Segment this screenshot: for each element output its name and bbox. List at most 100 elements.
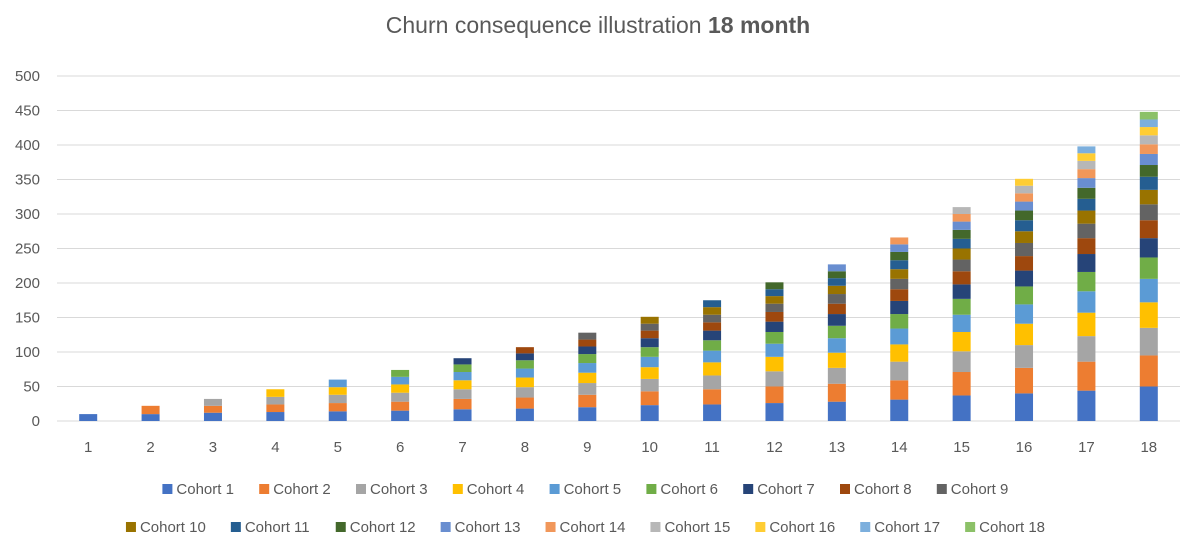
legend-swatch-cohort-7 bbox=[743, 484, 754, 494]
y-tick-label-50: 50 bbox=[23, 379, 40, 396]
bar-segment-18-cohort-9 bbox=[1139, 204, 1158, 221]
bar-segment-18-cohort-6 bbox=[1139, 257, 1158, 279]
bar-segment-14-cohort-6 bbox=[890, 314, 909, 329]
y-tick-label-350: 350 bbox=[15, 172, 40, 189]
chart-title-main: Churn consequence illustration bbox=[385, 12, 702, 38]
legend-swatch-cohort-13 bbox=[440, 522, 451, 532]
bar-segment-17-cohort-16 bbox=[1077, 153, 1096, 161]
bar-segment-2-cohort-1 bbox=[141, 414, 160, 421]
y-tick-label-400: 400 bbox=[15, 137, 40, 154]
x-tick-label-17: 17 bbox=[1078, 439, 1095, 456]
y-tick-label-250: 250 bbox=[15, 241, 40, 258]
bar-segment-17-cohort-1 bbox=[1077, 390, 1096, 421]
bar-segment-15-cohort-7 bbox=[952, 284, 971, 299]
x-tick-label-7: 7 bbox=[458, 439, 466, 456]
bar-segment-16-cohort-7 bbox=[1015, 270, 1034, 287]
bar-segment-8-cohort-5 bbox=[515, 368, 534, 378]
bar-segment-14-cohort-1 bbox=[890, 399, 909, 421]
y-tick-label-500: 500 bbox=[15, 68, 40, 85]
y-tick-label-200: 200 bbox=[15, 275, 40, 292]
bar-segment-14-cohort-5 bbox=[890, 328, 909, 345]
bar-segment-8-cohort-3 bbox=[515, 387, 534, 398]
bar-segment-16-cohort-9 bbox=[1015, 242, 1034, 257]
x-tick-label-6: 6 bbox=[396, 439, 404, 456]
bar-segment-17-cohort-9 bbox=[1077, 223, 1096, 239]
legend-label-cohort-8: Cohort 8 bbox=[854, 481, 912, 498]
bar-segment-5-cohort-3 bbox=[328, 394, 347, 404]
bar-segment-13-cohort-13 bbox=[827, 264, 846, 272]
chart-title-bold: 18 month bbox=[707, 12, 811, 38]
bar-segment-17-cohort-15 bbox=[1077, 160, 1096, 170]
bar-segment-4-cohort-2 bbox=[266, 404, 285, 413]
bar-segment-18-cohort-13 bbox=[1139, 153, 1158, 166]
bar-segment-17-cohort-2 bbox=[1077, 361, 1096, 391]
legend-label-cohort-18: Cohort 18 bbox=[979, 519, 1045, 536]
x-tick-label-9: 9 bbox=[583, 439, 591, 456]
bar-segment-15-cohort-9 bbox=[952, 259, 971, 272]
bar-segment-14-cohort-3 bbox=[890, 361, 909, 381]
bar-segment-12-cohort-2 bbox=[765, 386, 784, 404]
legend-label-cohort-1: Cohort 1 bbox=[176, 481, 234, 498]
bar-segment-18-cohort-3 bbox=[1139, 327, 1158, 356]
bar-segment-17-cohort-3 bbox=[1077, 336, 1096, 362]
bar-segment-5-cohort-4 bbox=[328, 387, 347, 395]
bar-segment-15-cohort-15 bbox=[952, 207, 971, 214]
bar-segment-18-cohort-10 bbox=[1139, 189, 1158, 205]
legend-swatch-cohort-3 bbox=[356, 484, 366, 494]
bar-segment-14-cohort-13 bbox=[890, 244, 909, 252]
legend-label-cohort-13: Cohort 13 bbox=[455, 519, 521, 536]
bar-segment-17-cohort-8 bbox=[1077, 238, 1096, 255]
bar-segment-10-cohort-1 bbox=[640, 405, 659, 421]
legend-swatch-cohort-8 bbox=[840, 484, 850, 494]
bar-segment-14-cohort-2 bbox=[890, 380, 909, 400]
bar-segment-14-cohort-4 bbox=[890, 344, 909, 362]
bar-segment-11-cohort-1 bbox=[703, 404, 722, 421]
bar-segment-17-cohort-5 bbox=[1077, 291, 1096, 313]
bar-segment-15-cohort-13 bbox=[952, 221, 971, 230]
bar-segment-12-cohort-12 bbox=[765, 282, 784, 290]
legend-swatch-cohort-18 bbox=[965, 522, 976, 532]
legend-label-cohort-17: Cohort 17 bbox=[874, 519, 940, 536]
bar-segment-4-cohort-3 bbox=[266, 396, 285, 405]
legend-label-cohort-16: Cohort 16 bbox=[769, 519, 835, 536]
bar-segment-6-cohort-3 bbox=[391, 392, 410, 402]
bar-segment-15-cohort-12 bbox=[952, 229, 971, 239]
bar-segment-13-cohort-12 bbox=[827, 271, 846, 279]
bar-segment-13-cohort-3 bbox=[827, 367, 846, 384]
bar-segment-10-cohort-4 bbox=[640, 367, 659, 379]
bar-segment-16-cohort-14 bbox=[1015, 193, 1034, 202]
bar-segment-15-cohort-4 bbox=[952, 331, 971, 352]
bar-segment-13-cohort-10 bbox=[827, 285, 846, 295]
legend-label-cohort-10: Cohort 10 bbox=[140, 519, 206, 536]
bar-segment-6-cohort-6 bbox=[391, 369, 410, 377]
bar-segment-17-cohort-13 bbox=[1077, 178, 1096, 188]
legend-label-cohort-7: Cohort 7 bbox=[757, 481, 815, 498]
bar-segment-10-cohort-3 bbox=[640, 378, 659, 392]
y-tick-label-100: 100 bbox=[15, 344, 40, 361]
x-tick-label-3: 3 bbox=[209, 439, 217, 456]
bar-segment-7-cohort-2 bbox=[453, 398, 472, 410]
legend-label-cohort-11: Cohort 11 bbox=[245, 519, 310, 536]
bar-segment-18-cohort-5 bbox=[1139, 278, 1158, 303]
bar-segment-17-cohort-7 bbox=[1077, 254, 1096, 272]
bar-segment-13-cohort-9 bbox=[827, 294, 846, 304]
bar-segment-16-cohort-2 bbox=[1015, 367, 1034, 394]
bar-segment-15-cohort-10 bbox=[952, 248, 971, 260]
bar-segment-18-cohort-2 bbox=[1139, 355, 1158, 387]
x-tick-label-5: 5 bbox=[334, 439, 342, 456]
legend-label-cohort-2: Cohort 2 bbox=[273, 481, 331, 498]
x-tick-label-11: 11 bbox=[704, 439, 720, 456]
legend-swatch-cohort-5 bbox=[549, 484, 560, 494]
bar-segment-8-cohort-6 bbox=[515, 360, 534, 369]
bar-segment-12-cohort-1 bbox=[765, 403, 784, 421]
bar-segment-15-cohort-8 bbox=[952, 271, 971, 285]
bar-segment-15-cohort-11 bbox=[952, 238, 971, 249]
bar-segment-11-cohort-4 bbox=[703, 362, 722, 376]
bar-segment-18-cohort-12 bbox=[1139, 165, 1158, 177]
bar-segment-18-cohort-4 bbox=[1139, 302, 1158, 328]
x-tick-label-18: 18 bbox=[1140, 439, 1157, 456]
legend-label-cohort-14: Cohort 14 bbox=[560, 519, 626, 536]
bar-segment-12-cohort-10 bbox=[765, 296, 784, 304]
bar-segment-13-cohort-6 bbox=[827, 325, 846, 339]
legend-swatch-cohort-14 bbox=[545, 522, 556, 532]
